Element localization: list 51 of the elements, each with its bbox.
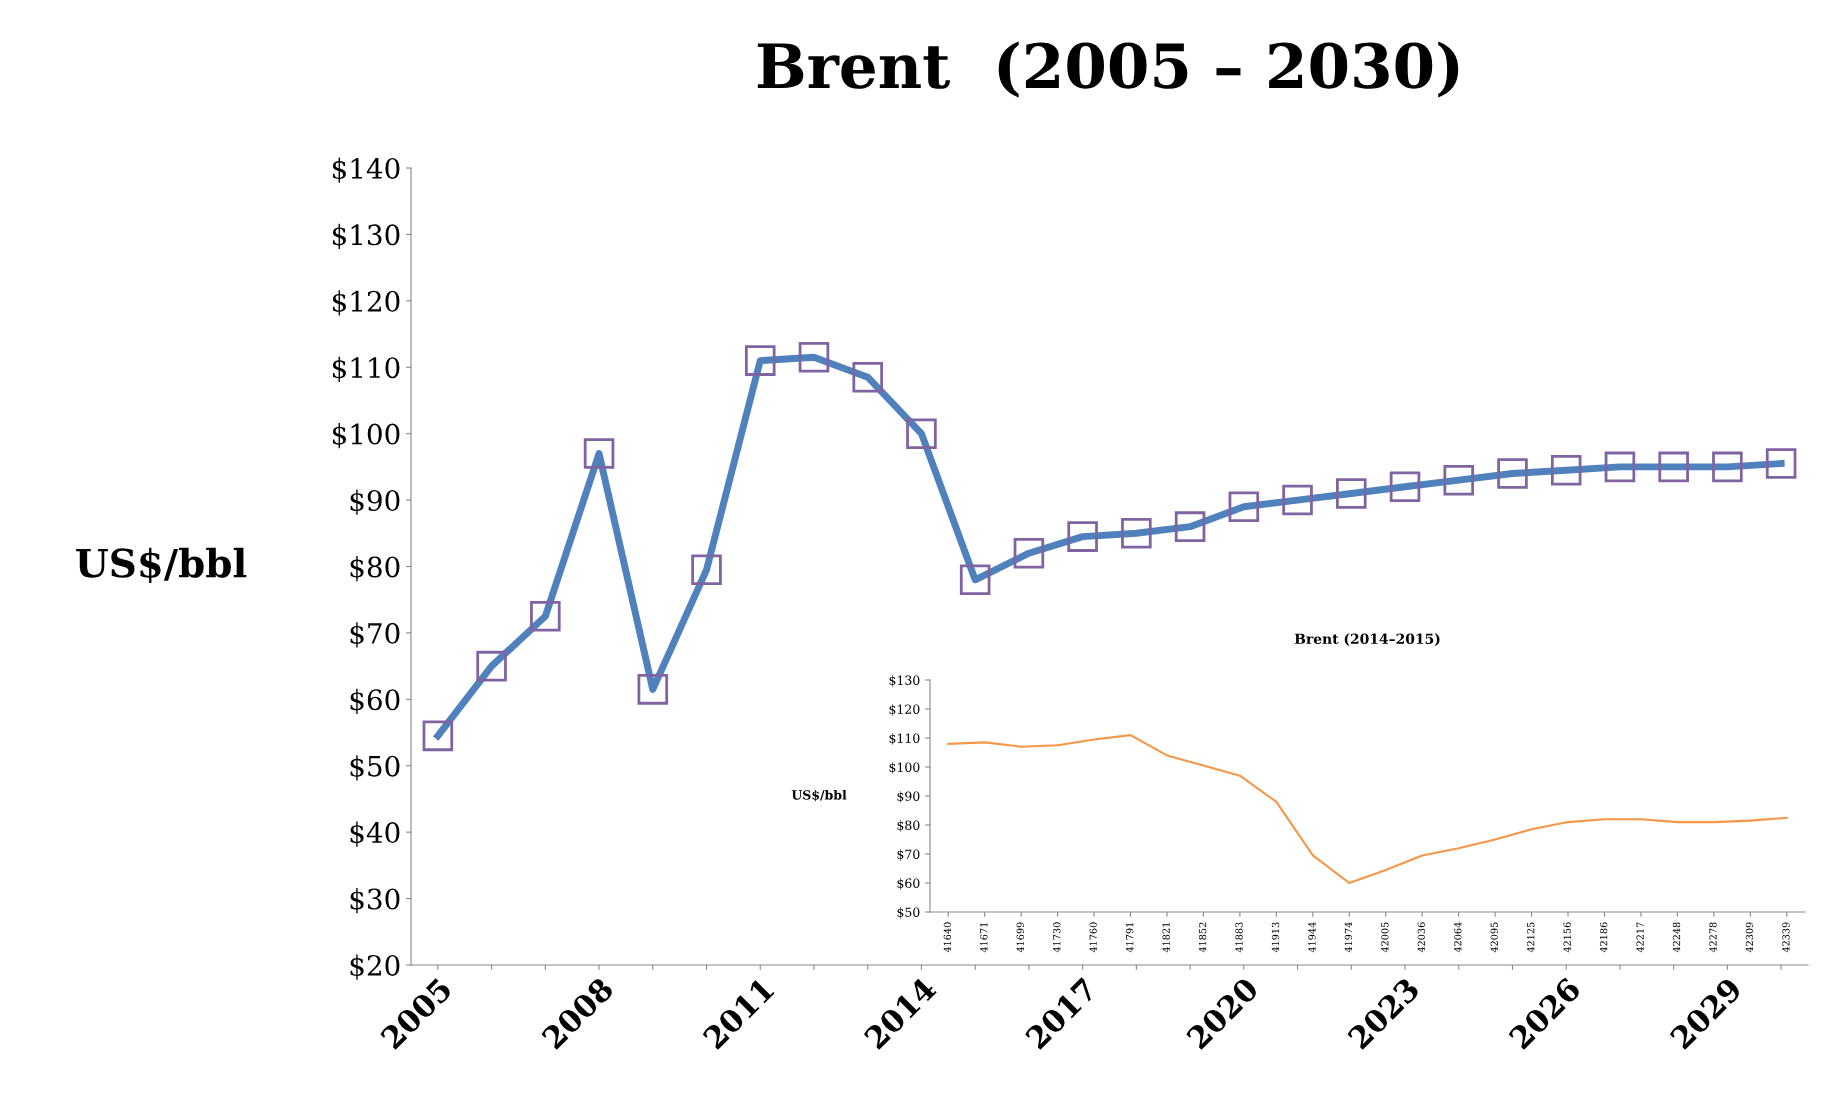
x-tick-label: 41821 bbox=[1162, 923, 1170, 953]
y-tick-label: $80 bbox=[897, 820, 920, 832]
x-tick-label: 41974 bbox=[1344, 922, 1353, 953]
y-tick-label: $30 bbox=[350, 888, 400, 914]
y-tick-label: $140 bbox=[332, 157, 400, 183]
x-tick-label: 42248 bbox=[1672, 922, 1681, 953]
x-tick-label: 42186 bbox=[1599, 922, 1608, 953]
y-tick-label: $60 bbox=[897, 878, 920, 890]
y-tick-label: $70 bbox=[350, 622, 400, 648]
x-tick-label: 41699 bbox=[1016, 922, 1024, 953]
y-tick-label: $20 bbox=[350, 954, 400, 980]
x-tick-label: 42036 bbox=[1417, 922, 1426, 953]
x-tick-label: 42278 bbox=[1709, 922, 1717, 953]
x-tick-label: 41852 bbox=[1198, 922, 1207, 953]
x-tick-label: 42217 bbox=[1636, 922, 1644, 953]
x-tick-label: 41730 bbox=[1053, 922, 1061, 953]
y-tick-label: $110 bbox=[332, 356, 400, 382]
x-tick-label: 41913 bbox=[1271, 922, 1280, 953]
y-tick-label: $130 bbox=[332, 223, 400, 250]
y-tick-label: $110 bbox=[889, 733, 920, 745]
y-tick-label: $50 bbox=[350, 755, 400, 781]
y-tick-label: $100 bbox=[889, 762, 920, 774]
chart-title: Brent (2005 – 2030) bbox=[757, 41, 1459, 98]
y-axis-title: US$/bbl bbox=[76, 547, 247, 583]
y-tick-label: $60 bbox=[350, 688, 400, 714]
x-tick-label: 41671 bbox=[980, 923, 988, 953]
chart-title: Brent (2014–2015) bbox=[1294, 633, 1440, 646]
y-tick-label: $130 bbox=[889, 675, 920, 687]
y-tick-label: $120 bbox=[889, 704, 920, 716]
y-tick-label: $90 bbox=[350, 489, 400, 515]
x-tick-label: 41640 bbox=[943, 922, 952, 953]
x-tick-label: 41760 bbox=[1089, 922, 1097, 953]
y-tick-label: $120 bbox=[332, 290, 400, 316]
x-tick-label: 41791 bbox=[1125, 923, 1134, 953]
y-tick-label: $80 bbox=[350, 555, 400, 582]
y-tick-label: $40 bbox=[350, 821, 400, 847]
y-tick-label: $70 bbox=[897, 849, 920, 861]
y-tick-label: $90 bbox=[897, 791, 920, 803]
x-tick-label: 42095 bbox=[1490, 922, 1498, 953]
x-tick-label: 42339 bbox=[1782, 922, 1790, 953]
x-tick-label: 42005 bbox=[1381, 922, 1389, 953]
y-axis-title: US$/bbl bbox=[791, 789, 847, 802]
x-tick-label: 41944 bbox=[1308, 922, 1316, 953]
x-tick-label: 42064 bbox=[1454, 922, 1462, 953]
y-tick-label: $100 bbox=[332, 423, 400, 449]
x-tick-label: 42309 bbox=[1745, 922, 1754, 953]
x-tick-label: 42125 bbox=[1527, 922, 1535, 953]
x-tick-label: 41883 bbox=[1235, 922, 1243, 953]
x-tick-label: 42156 bbox=[1563, 922, 1571, 953]
y-tick-label: $50 bbox=[897, 907, 920, 919]
line-series bbox=[947, 734, 1788, 885]
